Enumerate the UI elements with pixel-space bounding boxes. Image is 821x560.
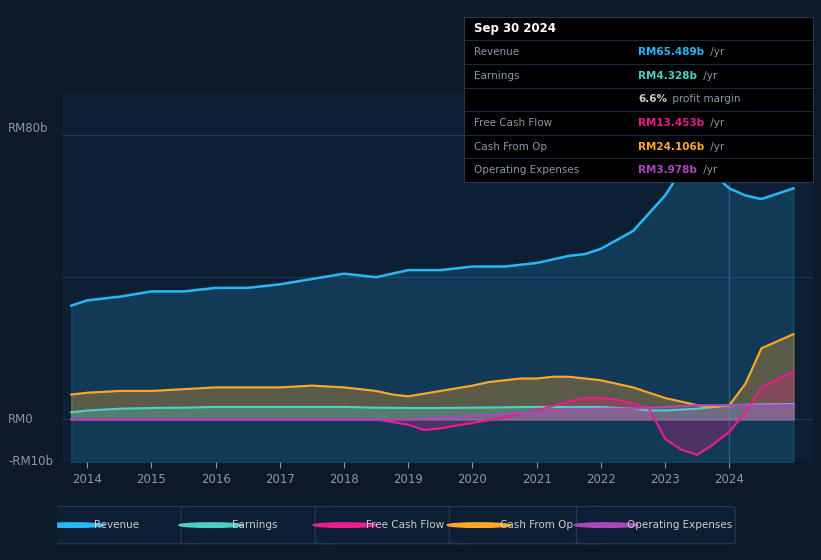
Text: /yr: /yr xyxy=(699,165,717,175)
Text: RM0: RM0 xyxy=(8,413,34,426)
Text: 6.6%: 6.6% xyxy=(639,95,667,104)
Text: RM4.328b: RM4.328b xyxy=(639,71,697,81)
Text: -RM10b: -RM10b xyxy=(8,455,53,468)
Text: Earnings: Earnings xyxy=(475,71,520,81)
Text: RM13.453b: RM13.453b xyxy=(639,118,704,128)
Circle shape xyxy=(575,523,638,528)
Text: Operating Expenses: Operating Expenses xyxy=(627,520,732,530)
Text: Revenue: Revenue xyxy=(475,47,520,57)
Text: Revenue: Revenue xyxy=(94,520,140,530)
Circle shape xyxy=(179,523,242,528)
Circle shape xyxy=(313,523,377,528)
FancyBboxPatch shape xyxy=(576,506,736,544)
Text: Sep 30 2024: Sep 30 2024 xyxy=(475,22,557,35)
Circle shape xyxy=(447,523,511,528)
Text: Operating Expenses: Operating Expenses xyxy=(475,165,580,175)
Text: /yr: /yr xyxy=(708,142,725,152)
Text: /yr: /yr xyxy=(708,118,725,128)
Text: /yr: /yr xyxy=(699,71,717,81)
Text: Free Cash Flow: Free Cash Flow xyxy=(475,118,553,128)
Text: Cash From Op: Cash From Op xyxy=(475,142,548,152)
Text: Earnings: Earnings xyxy=(232,520,277,530)
Text: RM65.489b: RM65.489b xyxy=(639,47,704,57)
Text: Cash From Op: Cash From Op xyxy=(500,520,573,530)
Text: RM3.978b: RM3.978b xyxy=(639,165,697,175)
Text: RM24.106b: RM24.106b xyxy=(639,142,704,152)
Text: Free Cash Flow: Free Cash Flow xyxy=(366,520,444,530)
FancyBboxPatch shape xyxy=(449,506,608,544)
Circle shape xyxy=(41,523,105,528)
Text: RM80b: RM80b xyxy=(8,122,48,135)
FancyBboxPatch shape xyxy=(44,506,202,544)
FancyBboxPatch shape xyxy=(181,506,340,544)
FancyBboxPatch shape xyxy=(315,506,474,544)
Text: /yr: /yr xyxy=(708,47,725,57)
Text: profit margin: profit margin xyxy=(669,95,741,104)
